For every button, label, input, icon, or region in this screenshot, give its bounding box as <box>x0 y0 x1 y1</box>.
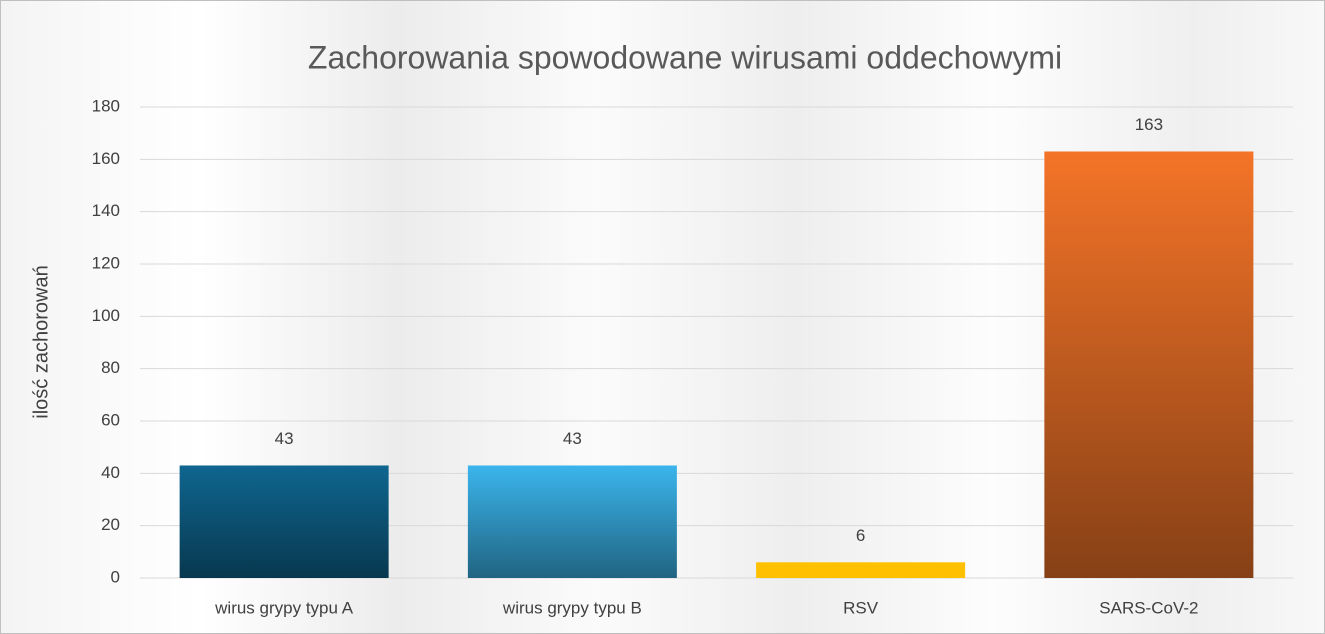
y-tick-label: 80 <box>101 358 120 377</box>
bar <box>467 465 677 578</box>
x-tick-label: SARS-CoV-2 <box>1099 598 1198 617</box>
data-label: 163 <box>1135 115 1163 134</box>
bar <box>179 465 389 578</box>
x-tick-label: RSV <box>843 598 879 617</box>
bar <box>1044 151 1254 578</box>
bar <box>756 562 966 578</box>
x-tick-label: wirus grypy typu A <box>214 598 354 617</box>
y-axis-label: ilość zachorowań <box>30 265 52 418</box>
y-tick-label: 60 <box>101 410 120 429</box>
y-tick-label: 0 <box>111 567 120 586</box>
data-label: 6 <box>856 526 865 545</box>
y-tick-label: 100 <box>92 306 120 325</box>
y-tick-label: 120 <box>92 253 120 272</box>
data-label: 43 <box>275 429 294 448</box>
y-tick-label: 40 <box>101 463 120 482</box>
x-tick-label: wirus grypy typu B <box>502 598 642 617</box>
chart-title: Zachorowania spowodowane wirusami oddech… <box>308 39 1062 75</box>
y-tick-label: 20 <box>101 515 120 534</box>
y-tick-label: 180 <box>92 96 120 115</box>
y-tick-label: 140 <box>92 201 120 220</box>
data-label: 43 <box>563 429 582 448</box>
y-tick-label: 160 <box>92 149 120 168</box>
